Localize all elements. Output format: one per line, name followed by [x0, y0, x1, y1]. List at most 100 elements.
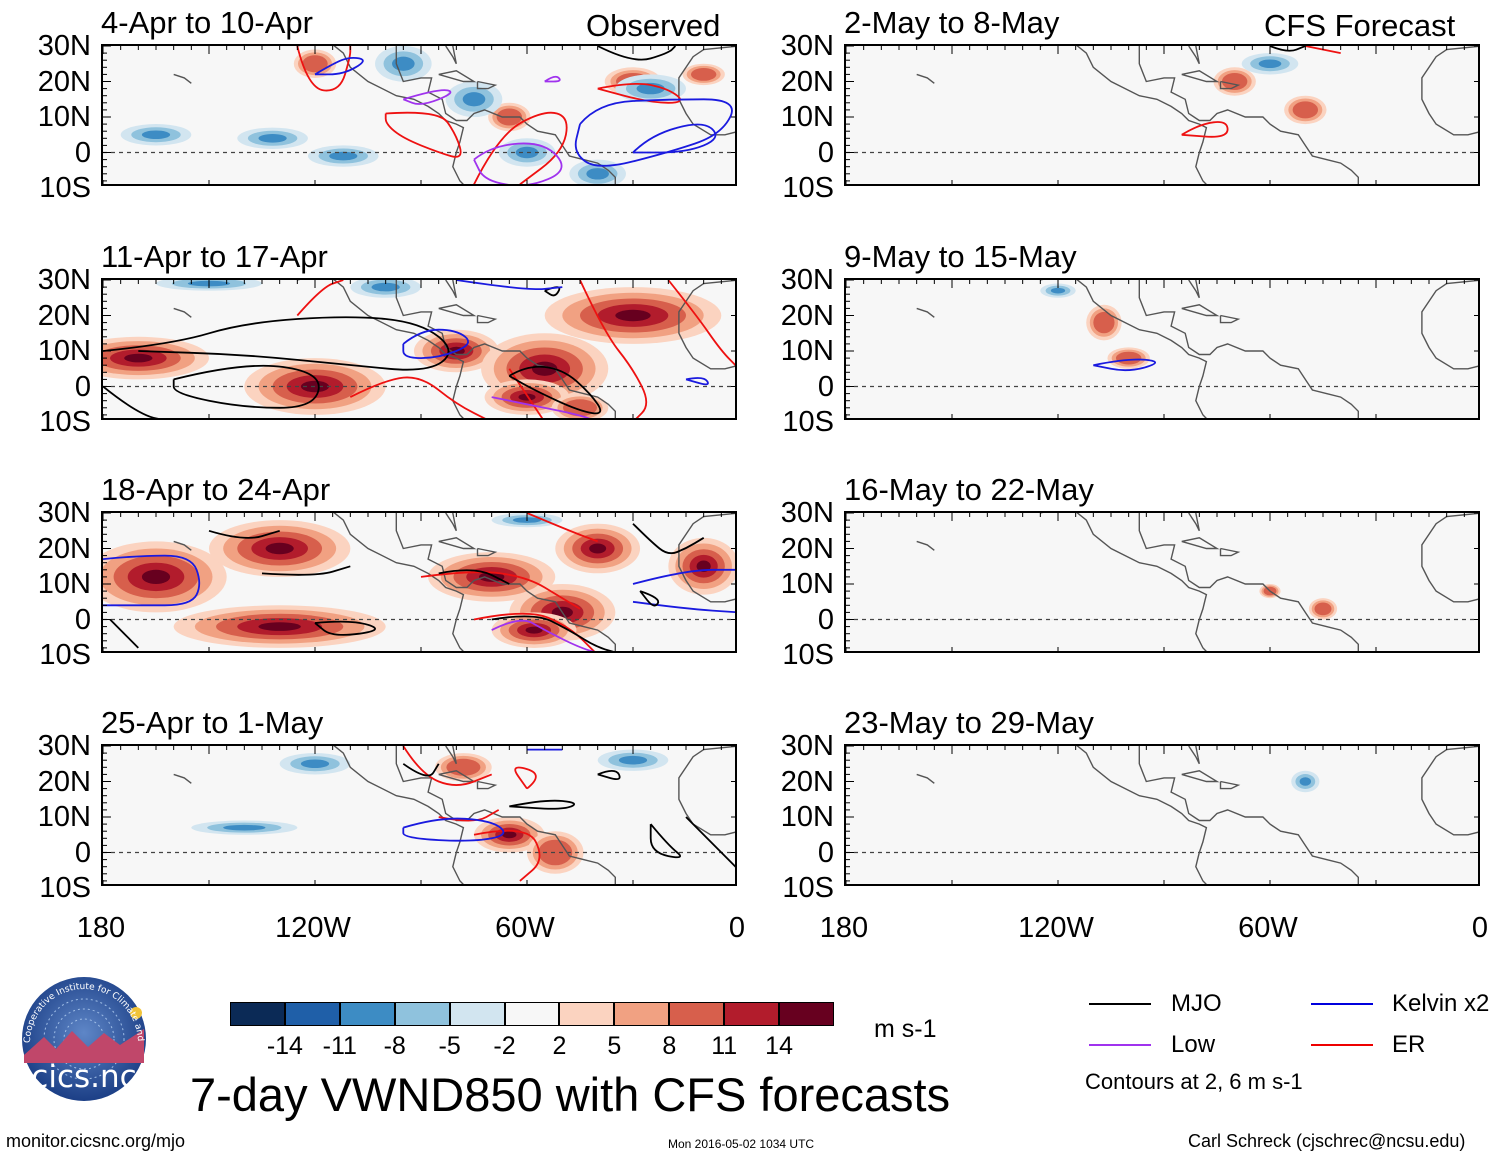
coastline: [1188, 513, 1200, 532]
positive-anomaly: [589, 543, 607, 554]
mjo-contour: [314, 620, 376, 636]
kelvin-contour: [456, 280, 563, 291]
negative-anomaly: [1050, 287, 1066, 294]
coastline: [438, 537, 477, 550]
colorbar-box: [394, 1002, 450, 1026]
map-canvas: [846, 746, 1478, 884]
positive-anomaly: [141, 569, 171, 584]
coastline: [1138, 513, 1359, 651]
positive-anomaly: [478, 571, 505, 582]
colorbar-tick-label: 11: [711, 1032, 738, 1060]
coastline: [445, 513, 457, 532]
mjo-contour: [632, 523, 705, 555]
coastline: [1138, 46, 1359, 184]
coastline: [1138, 280, 1359, 418]
lon-label: 120W: [275, 912, 351, 944]
map-canvas: [103, 513, 735, 651]
positive-anomaly: [502, 831, 517, 839]
colorbar-tick-label: 2: [552, 1032, 567, 1060]
coastline: [173, 773, 192, 784]
coastline: [173, 73, 192, 84]
coastline: [445, 280, 457, 299]
er-contour: [526, 513, 599, 543]
coastline: [1040, 46, 1208, 184]
lon-label: 180: [819, 912, 869, 944]
colorbar-box: [339, 1002, 395, 1026]
lat-label: 30N: [780, 30, 834, 62]
coastline: [1421, 46, 1478, 136]
panel-title: 2-May to 8-May: [844, 5, 1060, 40]
coastline: [916, 73, 935, 84]
negative-anomaly: [300, 759, 330, 769]
coastline: [1219, 314, 1241, 324]
lat-label: 10N: [37, 568, 91, 600]
lat-label: 10N: [780, 568, 834, 600]
mjo-contour: [491, 615, 614, 651]
panel-title: 23-May to 29-May: [844, 705, 1094, 740]
footer-url[interactable]: monitor.cicsnc.org/mjo: [6, 1131, 186, 1151]
low-contour: [491, 619, 595, 651]
legend-label-low: Low: [1171, 1031, 1216, 1058]
mjo-contour: [1269, 46, 1306, 52]
colorbar-tick-label: -8: [383, 1032, 406, 1060]
coastline: [1219, 780, 1241, 790]
coastline: [395, 746, 616, 884]
lat-label: 10N: [780, 335, 834, 367]
coastline: [1040, 746, 1208, 884]
negative-anomaly: [586, 168, 609, 180]
negative-anomaly: [223, 824, 266, 831]
colorbar-box: [230, 1002, 285, 1026]
er-contour: [597, 82, 681, 104]
low-contour: [473, 142, 563, 184]
coastline: [1181, 304, 1220, 317]
er-contour: [402, 746, 493, 786]
legend-note: Contours at 2, 6 m s-1: [1085, 1069, 1303, 1094]
er-contour: [420, 571, 581, 610]
lat-label: 10S: [782, 406, 834, 438]
kelvin-contour: [314, 56, 364, 76]
kelvin-contour: [402, 328, 469, 360]
positive-anomaly: [446, 758, 481, 776]
coastline: [297, 746, 465, 884]
coastline: [395, 280, 616, 418]
lat-label: 30N: [780, 730, 834, 762]
legend-label-er: ER: [1392, 1031, 1426, 1058]
lon-label: 0: [1471, 912, 1489, 944]
map-canvas: [103, 746, 735, 884]
panel-title: 25-Apr to 1-May: [101, 705, 324, 740]
mjo-contour: [438, 569, 510, 585]
positive-anomaly: [1093, 311, 1115, 334]
logo-text: cics.nc: [31, 1059, 136, 1095]
main-title: 7-day VWND850 with CFS forecasts: [190, 1068, 951, 1121]
lat-label: 10N: [37, 335, 91, 367]
colorbar-box: [724, 1002, 780, 1026]
coastline: [1421, 280, 1478, 370]
lat-label: 20N: [780, 65, 834, 98]
coastline: [916, 540, 935, 551]
lat-label: 20N: [780, 299, 834, 332]
coastline: [173, 540, 192, 551]
mjo-contour: [103, 316, 450, 371]
negative-anomaly: [392, 56, 415, 71]
er-contour: [508, 368, 544, 418]
kelvin-contour: [103, 554, 201, 607]
er-contour: [473, 829, 541, 882]
positive-anomaly: [258, 622, 301, 631]
lat-label: 10S: [39, 172, 91, 204]
map-canvas: [846, 280, 1478, 418]
coastline: [1138, 746, 1359, 884]
coastline: [476, 80, 498, 90]
map-panel: [844, 44, 1480, 186]
negative-anomaly: [1258, 59, 1282, 69]
coastline: [438, 70, 477, 83]
kelvin-contour: [685, 377, 709, 386]
colorbar-tick-label: -2: [493, 1032, 516, 1060]
forecast-header: CFS Forecast: [1264, 8, 1456, 43]
positive-anomaly: [265, 542, 294, 555]
coastline: [297, 280, 465, 418]
lat-label: 0: [817, 836, 834, 869]
mjo-contour: [649, 823, 681, 859]
lat-label: 10N: [780, 801, 834, 833]
map-panel: [101, 44, 737, 186]
mjo-contour: [639, 590, 660, 607]
